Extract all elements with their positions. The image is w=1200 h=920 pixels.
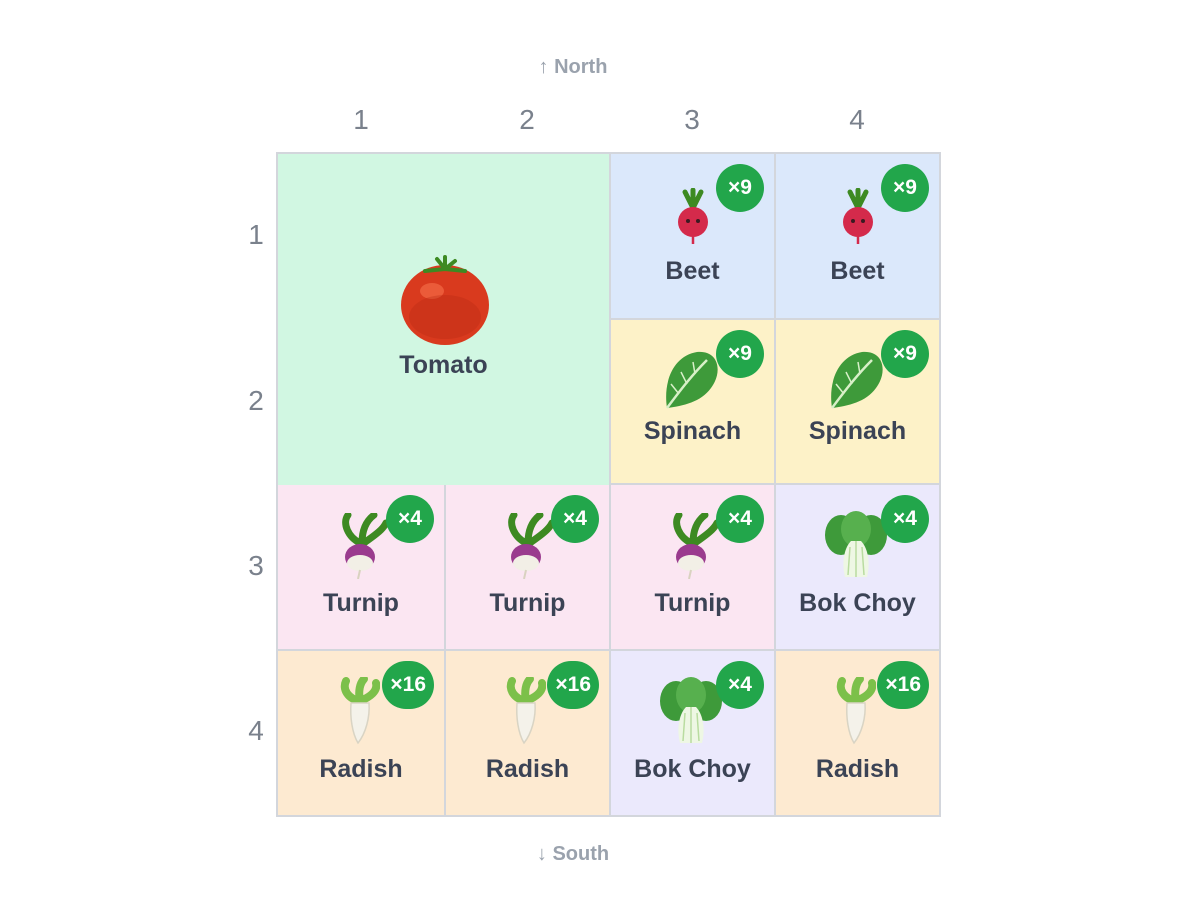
turnip-icon: [673, 513, 719, 579]
quantity-badge: ×4: [716, 495, 764, 543]
south-label: ↓ South: [536, 843, 610, 865]
quantity-badge: ×16: [547, 661, 599, 709]
spinach-icon: [666, 351, 718, 409]
column-label-4: 4: [849, 104, 865, 135]
north-label: ↑ North: [538, 56, 608, 78]
quantity-badge: ×9: [716, 330, 764, 378]
plot-turnip[interactable]: ×4 Turnip: [278, 485, 444, 649]
plot-radish[interactable]: ×16 Radish: [446, 651, 609, 815]
bok-choy-icon: [660, 677, 722, 743]
quantity-badge: ×9: [716, 164, 764, 212]
plot-label: Spinach: [808, 417, 907, 445]
column-label-3: 3: [684, 104, 700, 135]
plot-label: Tomato: [399, 351, 488, 379]
plot-spinach[interactable]: ×9 Spinach: [611, 320, 774, 483]
plot-label: Radish: [815, 755, 900, 783]
plot-spinach[interactable]: ×9 Spinach: [776, 320, 939, 483]
plot-turnip[interactable]: ×4 Turnip: [611, 485, 774, 649]
quantity-badge: ×9: [881, 330, 929, 378]
plot-bok-choy[interactable]: ×4 Bok Choy: [611, 651, 774, 815]
beet-icon: [843, 188, 873, 244]
quantity-badge: ×4: [881, 495, 929, 543]
plot-beet[interactable]: ×9 Beet: [611, 154, 774, 318]
row-label-4: 4: [248, 715, 264, 746]
row-label-3: 3: [248, 550, 264, 581]
tomato-icon: [401, 255, 489, 345]
radish-icon: [836, 677, 876, 745]
plot-label: Turnip: [323, 589, 399, 617]
bok-choy-icon: [825, 511, 887, 577]
plot-radish[interactable]: ×16 Radish: [776, 651, 939, 815]
plot-label: Beet: [830, 257, 885, 285]
garden-grid: Tomato ×9 Beet ×9 Beet ×9: [276, 152, 941, 817]
spinach-icon: [831, 351, 883, 409]
radish-icon: [506, 677, 546, 745]
column-label-2: 2: [519, 104, 535, 135]
plot-radish[interactable]: ×16 Radish: [278, 651, 444, 815]
quantity-badge: ×9: [881, 164, 929, 212]
turnip-icon: [508, 513, 554, 579]
quantity-badge: ×4: [551, 495, 599, 543]
plot-bok-choy[interactable]: ×4 Bok Choy: [776, 485, 939, 649]
plot-label: Radish: [319, 755, 403, 783]
radish-icon: [340, 677, 380, 745]
beet-icon: [678, 188, 708, 244]
quantity-badge: ×4: [386, 495, 434, 543]
plot-turnip[interactable]: ×4 Turnip: [446, 485, 609, 649]
plot-label: Beet: [665, 257, 720, 285]
plot-label: Bok Choy: [799, 589, 916, 617]
quantity-badge: ×16: [382, 661, 434, 709]
plot-beet[interactable]: ×9 Beet: [776, 154, 939, 318]
plot-tomato[interactable]: Tomato: [278, 154, 609, 485]
plot-label: Turnip: [489, 589, 566, 617]
quantity-badge: ×16: [877, 661, 929, 709]
row-label-1: 1: [248, 219, 264, 250]
quantity-badge: ×4: [716, 661, 764, 709]
column-label-1: 1: [353, 104, 369, 135]
row-label-2: 2: [248, 385, 264, 416]
plot-label: Radish: [485, 755, 570, 783]
plot-label: Bok Choy: [634, 755, 751, 783]
plot-label: Turnip: [654, 589, 731, 617]
plot-label: Spinach: [643, 417, 742, 445]
turnip-icon: [342, 513, 388, 579]
